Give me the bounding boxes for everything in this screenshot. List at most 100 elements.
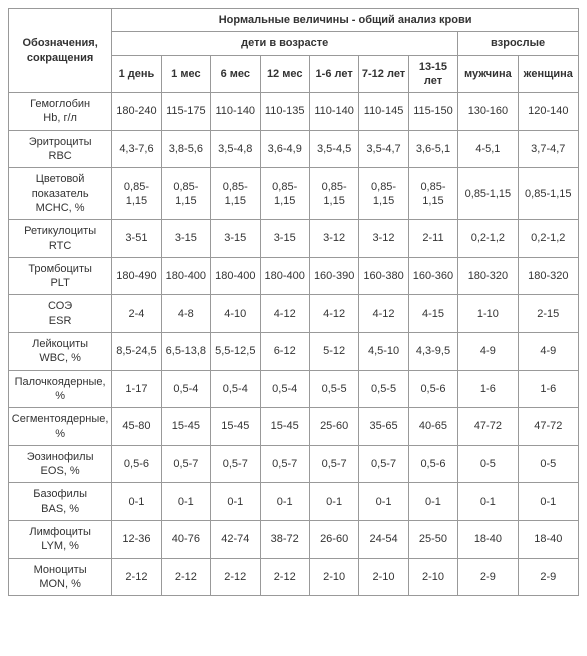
value-cell: 0-1	[112, 483, 161, 521]
value-cell: 110-145	[359, 93, 408, 131]
value-cell: 0,2-1,2	[458, 220, 518, 258]
value-cell: 4-9	[518, 333, 578, 371]
table-header: Обозначения, сокращения Нормальные велич…	[9, 9, 579, 93]
value-cell: 115-150	[408, 93, 457, 131]
value-cell: 3-12	[309, 220, 358, 258]
value-cell: 0,85-1,15	[161, 168, 210, 220]
value-cell: 0,85-1,15	[408, 168, 457, 220]
value-cell: 38-72	[260, 521, 309, 559]
value-cell: 1-17	[112, 370, 161, 408]
value-cell: 15-45	[161, 408, 210, 446]
value-cell: 180-400	[211, 257, 260, 295]
value-cell: 1-6	[518, 370, 578, 408]
value-cell: 0-1	[211, 483, 260, 521]
value-cell: 0,85-1,15	[260, 168, 309, 220]
value-cell: 15-45	[211, 408, 260, 446]
value-cell: 0,5-5	[309, 370, 358, 408]
value-cell: 6,5-13,8	[161, 333, 210, 371]
value-cell: 0-1	[518, 483, 578, 521]
value-cell: 3-12	[359, 220, 408, 258]
value-cell: 3,5-4,5	[309, 130, 358, 168]
value-cell: 2-9	[518, 558, 578, 596]
value-cell: 3-51	[112, 220, 161, 258]
value-cell: 3-15	[260, 220, 309, 258]
value-cell: 0,85-1,15	[309, 168, 358, 220]
value-cell: 4-8	[161, 295, 210, 333]
table-body: ГемоглобинHb, г/л180-240115-175110-14011…	[9, 93, 579, 596]
value-cell: 2-9	[458, 558, 518, 596]
header-main: Нормальные величины - общий анализ крови	[112, 9, 579, 32]
value-cell: 3,8-5,6	[161, 130, 210, 168]
header-child-col: 1 день	[112, 55, 161, 93]
value-cell: 4-5,1	[458, 130, 518, 168]
value-cell: 1-6	[458, 370, 518, 408]
value-cell: 0,5-4	[260, 370, 309, 408]
value-cell: 0,5-6	[408, 370, 457, 408]
row-label: СОЭESR	[9, 295, 112, 333]
table-row: СОЭESR2-44-84-104-124-124-124-151-102-15	[9, 295, 579, 333]
value-cell: 2-12	[161, 558, 210, 596]
value-cell: 3,7-4,7	[518, 130, 578, 168]
table-row: РетикулоцитыRTC3-513-153-153-153-123-122…	[9, 220, 579, 258]
value-cell: 0,5-7	[309, 445, 358, 483]
value-cell: 0,5-7	[260, 445, 309, 483]
value-cell: 0,85-1,15	[359, 168, 408, 220]
value-cell: 24-54	[359, 521, 408, 559]
value-cell: 25-60	[309, 408, 358, 446]
value-cell: 6-12	[260, 333, 309, 371]
value-cell: 180-320	[458, 257, 518, 295]
header-adults: взрослые	[458, 32, 579, 55]
table-row: БазофилыBAS, %0-10-10-10-10-10-10-10-10-…	[9, 483, 579, 521]
value-cell: 40-65	[408, 408, 457, 446]
value-cell: 15-45	[260, 408, 309, 446]
value-cell: 2-10	[309, 558, 358, 596]
row-label: Сегментоядерные, %	[9, 408, 112, 446]
value-cell: 130-160	[458, 93, 518, 131]
row-label: МоноцитыMON, %	[9, 558, 112, 596]
value-cell: 3-15	[211, 220, 260, 258]
table-row: ЭритроцитыRBC4,3-7,63,8-5,63,5-4,83,6-4,…	[9, 130, 579, 168]
table-row: ГемоглобинHb, г/л180-240115-175110-14011…	[9, 93, 579, 131]
value-cell: 45-80	[112, 408, 161, 446]
value-cell: 180-400	[260, 257, 309, 295]
value-cell: 0-5	[518, 445, 578, 483]
value-cell: 18-40	[518, 521, 578, 559]
value-cell: 2-12	[211, 558, 260, 596]
value-cell: 0-1	[161, 483, 210, 521]
value-cell: 0,5-7	[161, 445, 210, 483]
value-cell: 0,5-4	[161, 370, 210, 408]
value-cell: 2-4	[112, 295, 161, 333]
value-cell: 26-60	[309, 521, 358, 559]
header-child-col: 1 мес	[161, 55, 210, 93]
table-row: Палочкоядерные, %1-170,5-40,5-40,5-40,5-…	[9, 370, 579, 408]
table-row: ТромбоцитыPLT180-490180-400180-400180-40…	[9, 257, 579, 295]
value-cell: 0,85-1,15	[518, 168, 578, 220]
value-cell: 47-72	[458, 408, 518, 446]
header-adult-col: женщина	[518, 55, 578, 93]
value-cell: 42-74	[211, 521, 260, 559]
value-cell: 47-72	[518, 408, 578, 446]
value-cell: 25-50	[408, 521, 457, 559]
value-cell: 12-36	[112, 521, 161, 559]
table-row: ЛейкоцитыWBC, %8,5-24,56,5-13,85,5-12,56…	[9, 333, 579, 371]
value-cell: 18-40	[458, 521, 518, 559]
value-cell: 3,5-4,8	[211, 130, 260, 168]
value-cell: 120-140	[518, 93, 578, 131]
value-cell: 40-76	[161, 521, 210, 559]
value-cell: 110-140	[309, 93, 358, 131]
row-label: Цветовой показательMCHC, %	[9, 168, 112, 220]
value-cell: 4-15	[408, 295, 457, 333]
header-child-col: 1-6 лет	[309, 55, 358, 93]
table-row: Цветовой показательMCHC, %0,85-1,150,85-…	[9, 168, 579, 220]
value-cell: 180-400	[161, 257, 210, 295]
row-label: ГемоглобинHb, г/л	[9, 93, 112, 131]
value-cell: 115-175	[161, 93, 210, 131]
header-child-col: 6 мес	[211, 55, 260, 93]
value-cell: 3,6-5,1	[408, 130, 457, 168]
value-cell: 0,5-5	[359, 370, 408, 408]
value-cell: 2-15	[518, 295, 578, 333]
value-cell: 180-240	[112, 93, 161, 131]
value-cell: 0,85-1,15	[112, 168, 161, 220]
value-cell: 0,85-1,15	[211, 168, 260, 220]
value-cell: 110-135	[260, 93, 309, 131]
